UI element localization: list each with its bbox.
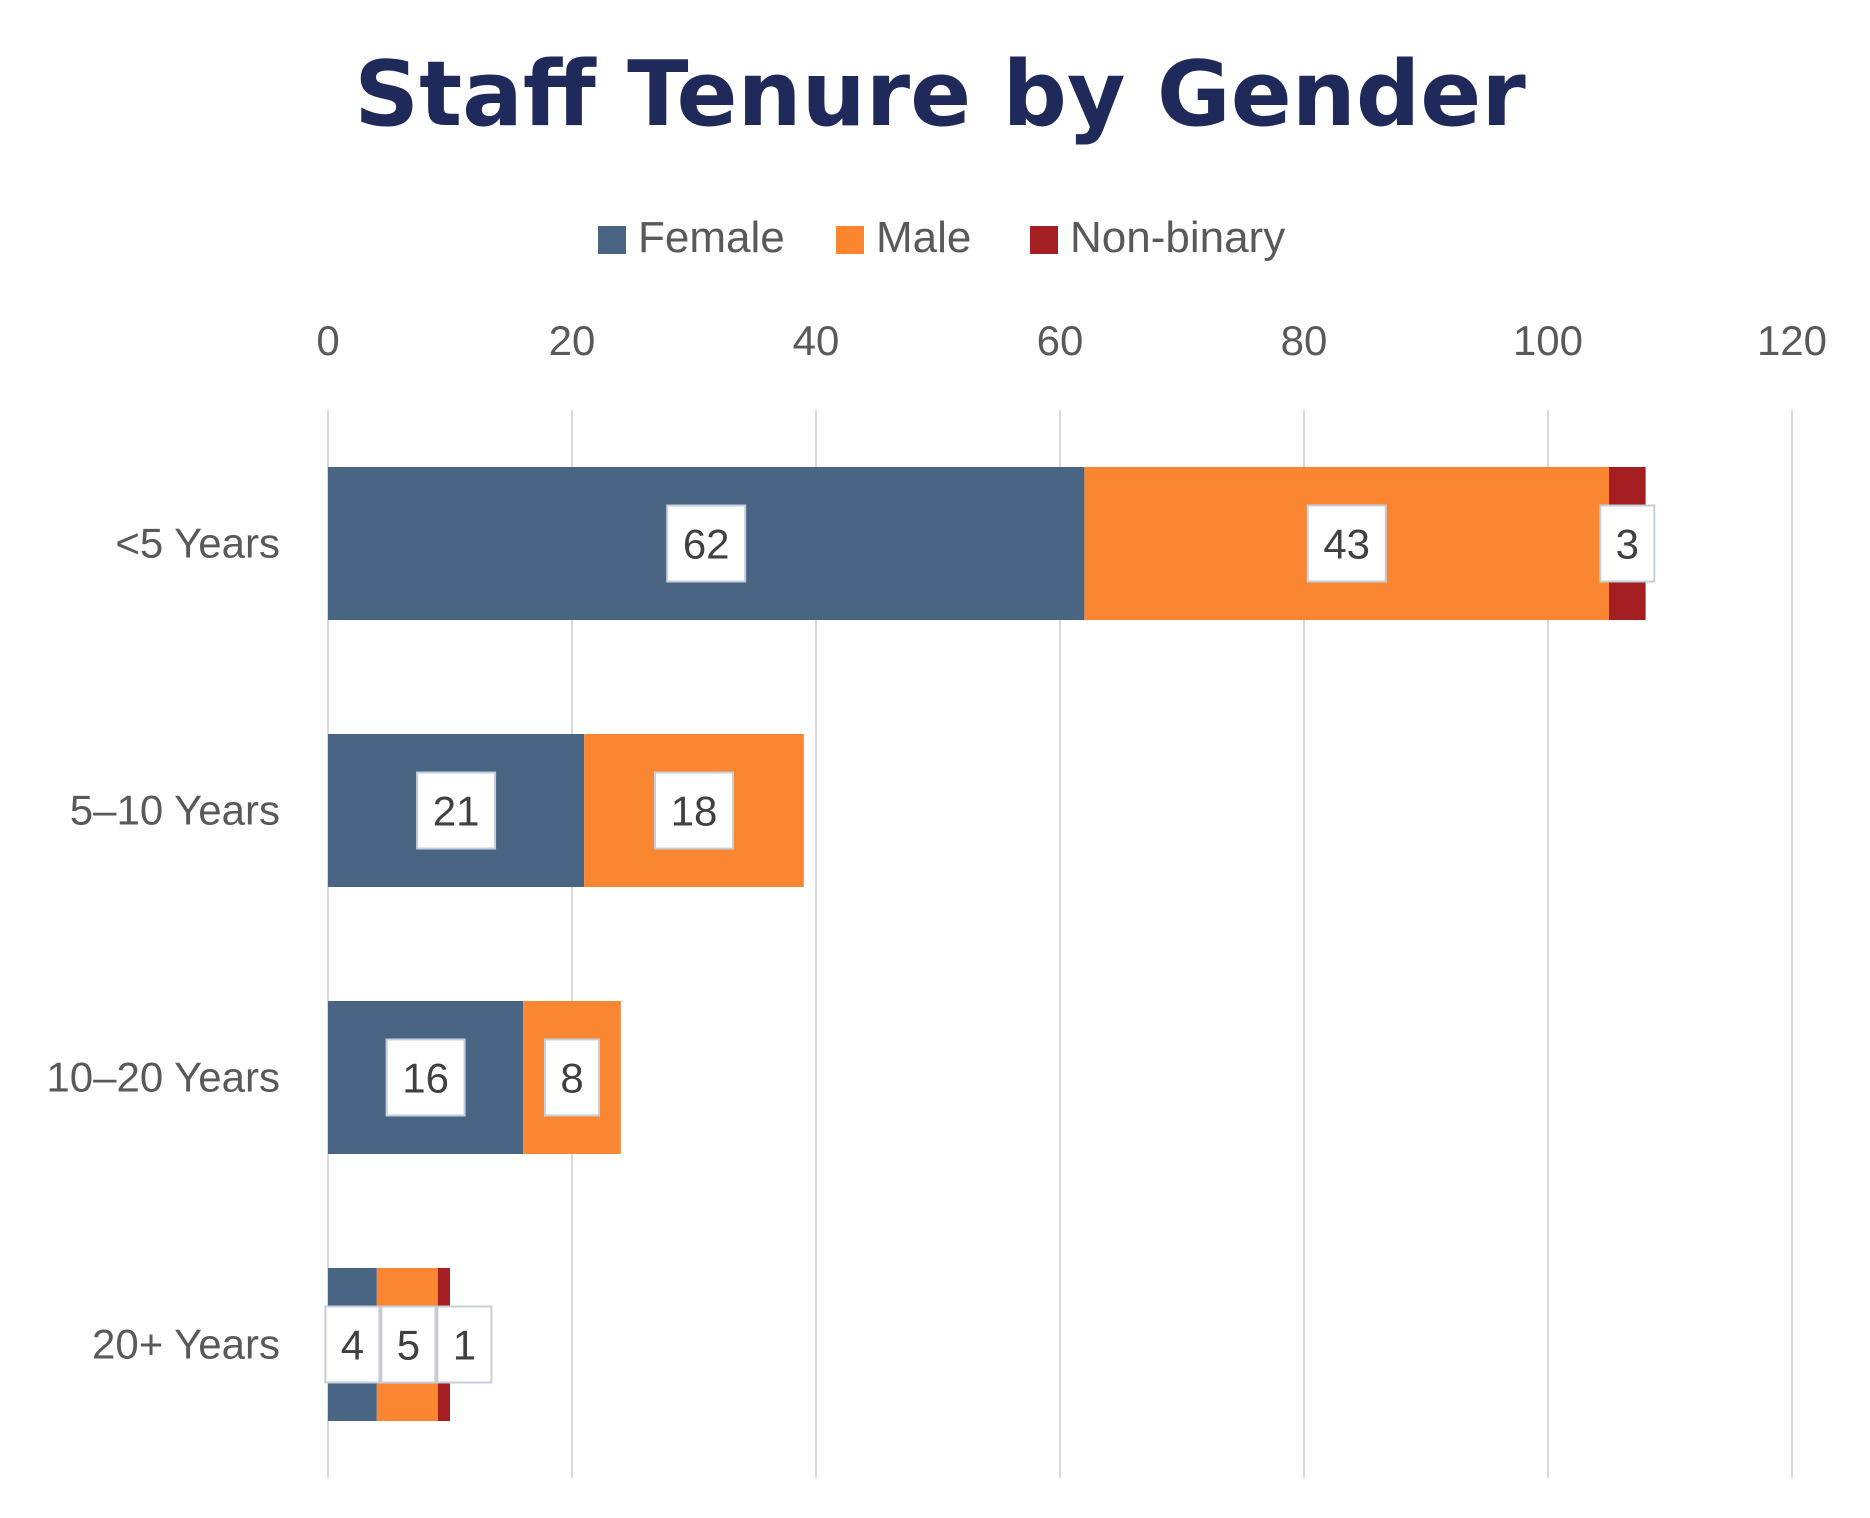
y-tick-label-5-10-years: 5–10 Years: [70, 787, 280, 834]
data-label-20-years-non-binary-box: [436, 1305, 493, 1384]
data-label-10-20-years-female: 16: [402, 1055, 449, 1102]
data-label-5-10-years-male-box: [654, 771, 734, 850]
data-label-5-years-female-box: [666, 504, 747, 583]
bars: [328, 467, 1646, 1421]
x-tick-label-20: 20: [549, 317, 596, 364]
data-label-10-20-years-male: 8: [560, 1055, 583, 1102]
data-label-10-20-years-female-box: [385, 1038, 466, 1117]
y-tick-label-5-years: <5 Years: [115, 520, 280, 567]
y-tick-label-10-20-years: 10–20 Years: [46, 1054, 280, 1101]
data-label-5-10-years-male: 18: [671, 788, 718, 835]
data-label-5-10-years-female: 21: [433, 788, 480, 835]
data-label-5-10-years-female-box: [416, 771, 497, 850]
y-axis-category-labels: <5 Years 5–10 Years 10–20 Years 20+ Years: [46, 520, 280, 1368]
data-labels: 62 43 3 21 18 16 8 4 5 1: [324, 504, 1656, 1384]
legend-swatch-male: [836, 226, 864, 254]
data-label-20-years-non-binary: 1: [453, 1322, 476, 1369]
data-label-20-years-female-box: [324, 1305, 381, 1384]
chart-title: Staff Tenure by Gender: [354, 42, 1526, 147]
legend-swatch-female: [598, 226, 626, 254]
data-label-20-years-female: 4: [341, 1322, 364, 1369]
data-label-5-years-non-binary: 3: [1616, 521, 1639, 568]
data-label-20-years-male-box: [380, 1305, 437, 1384]
legend-label-non-binary: Non-binary: [1070, 213, 1285, 262]
x-tick-label-120: 120: [1757, 317, 1827, 364]
legend-label-male: Male: [876, 213, 971, 262]
x-axis-tick-labels: 0 20 40 60 80 100 120: [316, 317, 1827, 364]
data-label-5-years-female: 62: [683, 521, 730, 568]
x-tick-label-100: 100: [1513, 317, 1583, 364]
data-label-5-years-male-box: [1306, 504, 1387, 583]
data-label-20-years-male: 5: [397, 1322, 420, 1369]
data-label-10-20-years-male-box: [544, 1038, 600, 1117]
legend-swatch-non-binary: [1030, 226, 1058, 254]
x-tick-label-80: 80: [1281, 317, 1328, 364]
legend: Female Male Non-binary: [598, 213, 1285, 262]
x-tick-label-0: 0: [316, 317, 339, 364]
data-label-5-years-male: 43: [1323, 521, 1370, 568]
data-label-5-years-non-binary-box: [1599, 504, 1656, 583]
y-tick-label-20-years: 20+ Years: [92, 1321, 280, 1368]
x-tick-label-40: 40: [793, 317, 840, 364]
x-tick-label-60: 60: [1037, 317, 1084, 364]
legend-label-female: Female: [638, 213, 785, 262]
